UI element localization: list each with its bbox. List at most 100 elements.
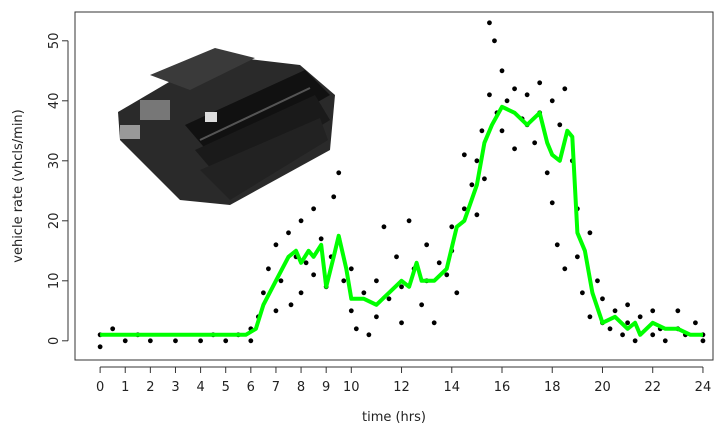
data-point [311, 206, 317, 212]
plot-frame [74, 11, 714, 361]
data-point [512, 146, 517, 152]
x-tick-label: 6 [247, 380, 255, 395]
data-point [492, 38, 497, 44]
data-point [549, 200, 555, 206]
data-point [110, 326, 116, 332]
data-point [260, 290, 266, 296]
data-point [273, 308, 279, 314]
x-tick-label: 18 [544, 380, 561, 395]
x-tick-label: 20 [594, 380, 611, 395]
data-point [544, 170, 550, 176]
data-point [431, 320, 437, 326]
x-tick-label: 0 [96, 380, 104, 395]
data-point [374, 314, 379, 320]
data-point [288, 302, 294, 308]
data-point [637, 314, 643, 320]
data-point [298, 290, 304, 296]
data-point [198, 338, 203, 344]
data-point [341, 278, 347, 284]
data-point [331, 194, 337, 200]
data-point [499, 128, 505, 134]
data-point [454, 290, 460, 296]
x-tick-label: 4 [196, 380, 204, 395]
data-point [620, 332, 625, 338]
data-point [632, 338, 638, 344]
data-point [173, 338, 178, 344]
data-point [147, 338, 153, 344]
y-tick-label: 40 [47, 93, 62, 110]
x-tick-label: 5 [222, 380, 230, 395]
data-point [248, 338, 254, 344]
data-point [223, 338, 229, 344]
data-point [512, 86, 517, 92]
data-point [361, 290, 367, 296]
y-tick-label: 0 [47, 337, 62, 345]
data-point [595, 278, 600, 284]
data-point [693, 320, 698, 326]
x-tick-label: 1 [121, 380, 129, 395]
data-point [303, 260, 309, 266]
data-point [461, 206, 467, 212]
data-point [273, 242, 279, 248]
data-point [298, 218, 304, 224]
data-point [474, 212, 480, 218]
x-tick-label: 14 [443, 380, 460, 395]
data-point [449, 224, 455, 230]
data-point [424, 242, 430, 248]
x-tick-label: 12 [393, 380, 410, 395]
data-point [348, 266, 354, 272]
x-tick-label: 10 [343, 380, 360, 395]
x-tick-label: 9 [322, 380, 330, 395]
smoothed-line [100, 104, 703, 337]
data-point [266, 266, 271, 272]
data-point [374, 278, 379, 284]
data-point [662, 338, 668, 344]
data-point [394, 254, 399, 260]
x-tick-label: 24 [695, 380, 712, 395]
data-point [286, 230, 291, 236]
y-tick-label: 20 [47, 213, 62, 230]
data-point [504, 98, 510, 104]
data-point [587, 230, 593, 236]
y-tick-label: 10 [47, 273, 62, 290]
x-tick-label: 16 [494, 380, 511, 395]
data-point [353, 326, 359, 332]
data-point [311, 272, 317, 278]
x-axis-label: time (hrs) [362, 410, 426, 425]
x-tick-label: 8 [297, 380, 305, 395]
data-point [607, 326, 613, 332]
data-point [381, 224, 387, 230]
data-point [479, 128, 485, 134]
data-point [399, 320, 404, 326]
data-point [499, 68, 505, 74]
data-point [348, 308, 354, 314]
data-point [625, 320, 630, 326]
data-point [318, 236, 324, 242]
data-point [612, 308, 618, 314]
y-axis-label: vehicle rate (vhcls/min) [11, 109, 26, 262]
y-tick-label: 30 [47, 153, 62, 170]
data-point [600, 296, 605, 302]
data-point [399, 284, 404, 290]
x-tick-label: 3 [171, 380, 179, 395]
data-point [675, 308, 681, 314]
x-tick-label: 2 [146, 380, 154, 395]
data-point [625, 302, 630, 308]
motherboard-photo [118, 48, 335, 205]
data-point [487, 92, 492, 98]
data-point [469, 182, 475, 188]
data-point [557, 122, 563, 128]
data-point [700, 338, 706, 344]
data-point [562, 86, 568, 92]
data-point [554, 242, 560, 248]
data-point [474, 158, 480, 164]
data-point [537, 80, 543, 86]
data-point [406, 218, 412, 224]
data-point [336, 170, 342, 176]
data-point [587, 314, 593, 320]
x-tick-label: 22 [644, 380, 661, 395]
data-point [482, 176, 487, 182]
data-point [549, 98, 555, 104]
x-tick-label: 7 [272, 380, 280, 395]
